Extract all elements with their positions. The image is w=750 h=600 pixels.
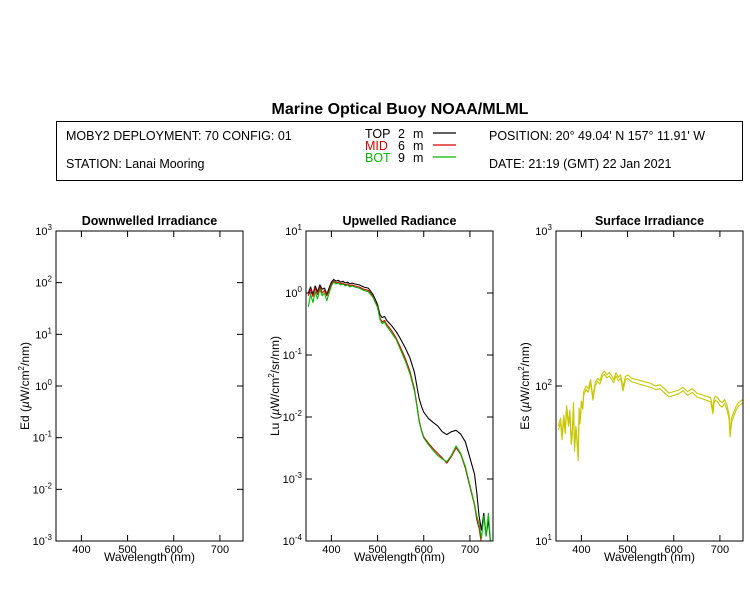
legend-entry-bot: BOT 9 m xyxy=(365,151,456,165)
y-tick-label: 101 xyxy=(285,223,302,238)
legend-top-name: TOP xyxy=(365,127,390,141)
y-axis-label: Ed (µW/cm2/nm) xyxy=(17,342,32,430)
series-line-bot xyxy=(307,281,492,541)
info-box xyxy=(56,121,743,181)
x-tick-label: 500 xyxy=(118,544,136,556)
y-tick-label: 103 xyxy=(535,223,552,238)
panel-surface-irradiance: Surface Irradiance 400 500 600 700 103 102 101 W… xyxy=(517,214,744,564)
legend-mid-name: MID xyxy=(365,139,388,153)
x-tick-label: 600 xyxy=(665,544,683,556)
plot-frame xyxy=(305,230,494,542)
date-info: DATE: 21:19 (GMT) 22 Jan 2021 xyxy=(489,157,672,171)
legend-entry-top: TOP 2 m xyxy=(365,127,456,141)
x-tick-label: 600 xyxy=(415,544,433,556)
y-tick-label: 103 xyxy=(35,223,52,238)
y-tick-label: 10-1 xyxy=(33,430,53,445)
figure-title: Marine Optical Buoy NOAA/MLML xyxy=(272,101,529,118)
x-tick-label: 500 xyxy=(618,544,636,556)
position-info: POSITION: 20° 49.04' N 157° 11.91' W xyxy=(489,129,705,143)
legend-top-unit: m xyxy=(413,127,423,141)
series-line-es-b xyxy=(557,373,743,462)
y-tick-label: 10-2 xyxy=(283,409,303,424)
legend-entry-mid: MID 6 m xyxy=(365,139,456,153)
legend-bot-name: BOT xyxy=(365,151,391,165)
panel-title: Upwelled Radiance xyxy=(343,214,457,228)
x-tick-label: 400 xyxy=(572,544,590,556)
y-tick-label: 101 xyxy=(35,326,52,341)
x-axis-label: Wavelength (nm) xyxy=(354,550,445,564)
x-tick-label: 700 xyxy=(461,544,479,556)
y-tick-label: 10-4 xyxy=(283,533,303,548)
series-line-top xyxy=(307,278,491,541)
station-info: STATION: Lanai Mooring xyxy=(66,157,205,171)
y-tick-label: 100 xyxy=(35,378,52,393)
series-line-mid xyxy=(307,280,489,541)
legend-bot-unit: m xyxy=(413,151,423,165)
legend-top-depth: 2 xyxy=(398,127,405,141)
x-tick-label: 700 xyxy=(211,544,229,556)
x-tick-label: 400 xyxy=(72,544,90,556)
y-tick-label: 101 xyxy=(535,533,552,548)
y-tick-label: 10-3 xyxy=(283,471,303,486)
legend: TOP 2 m MID 6 m BOT 9 m xyxy=(365,127,456,165)
panel-downwelled-irradiance: Downwelled Irradiance 400 500 600 700 103 102 1… xyxy=(17,214,244,564)
x-tick-label: 600 xyxy=(165,544,183,556)
series-line-es-a xyxy=(557,370,743,458)
y-axis-label: Lu (µW/cm2/sr/nm) xyxy=(267,336,282,436)
deployment-info: MOBY2 DEPLOYMENT: 70 CONFIG: 01 xyxy=(66,129,292,143)
y-tick-label: 10-3 xyxy=(33,533,53,548)
y-tick-label: 100 xyxy=(285,285,302,300)
series-group xyxy=(557,370,743,462)
series-group xyxy=(307,278,492,541)
y-tick-label: 102 xyxy=(535,378,552,393)
y-axis-label: Es (µW/cm2/nm) xyxy=(517,342,532,429)
y-tick-label: 10-2 xyxy=(33,481,53,496)
panel-title: Downwelled Irradiance xyxy=(82,214,218,228)
x-tick-label: 400 xyxy=(322,544,340,556)
plot-frame xyxy=(555,230,744,542)
x-axis-label: Wavelength (nm) xyxy=(604,550,695,564)
legend-bot-depth: 9 xyxy=(398,151,405,165)
panel-upwelled-radiance: Upwelled Radiance 400 500 600 700 101 100 10-1 1… xyxy=(267,214,494,564)
x-axis-label: Wavelength (nm) xyxy=(104,550,195,564)
y-tick-label: 10-1 xyxy=(283,347,303,362)
x-tick-label: 500 xyxy=(368,544,386,556)
x-tick-label: 700 xyxy=(711,544,729,556)
y-tick-label: 102 xyxy=(35,275,52,290)
plot-frame xyxy=(55,230,244,542)
legend-mid-depth: 6 xyxy=(398,139,405,153)
legend-mid-unit: m xyxy=(413,139,423,153)
panel-title: Surface Irradiance xyxy=(595,214,704,228)
